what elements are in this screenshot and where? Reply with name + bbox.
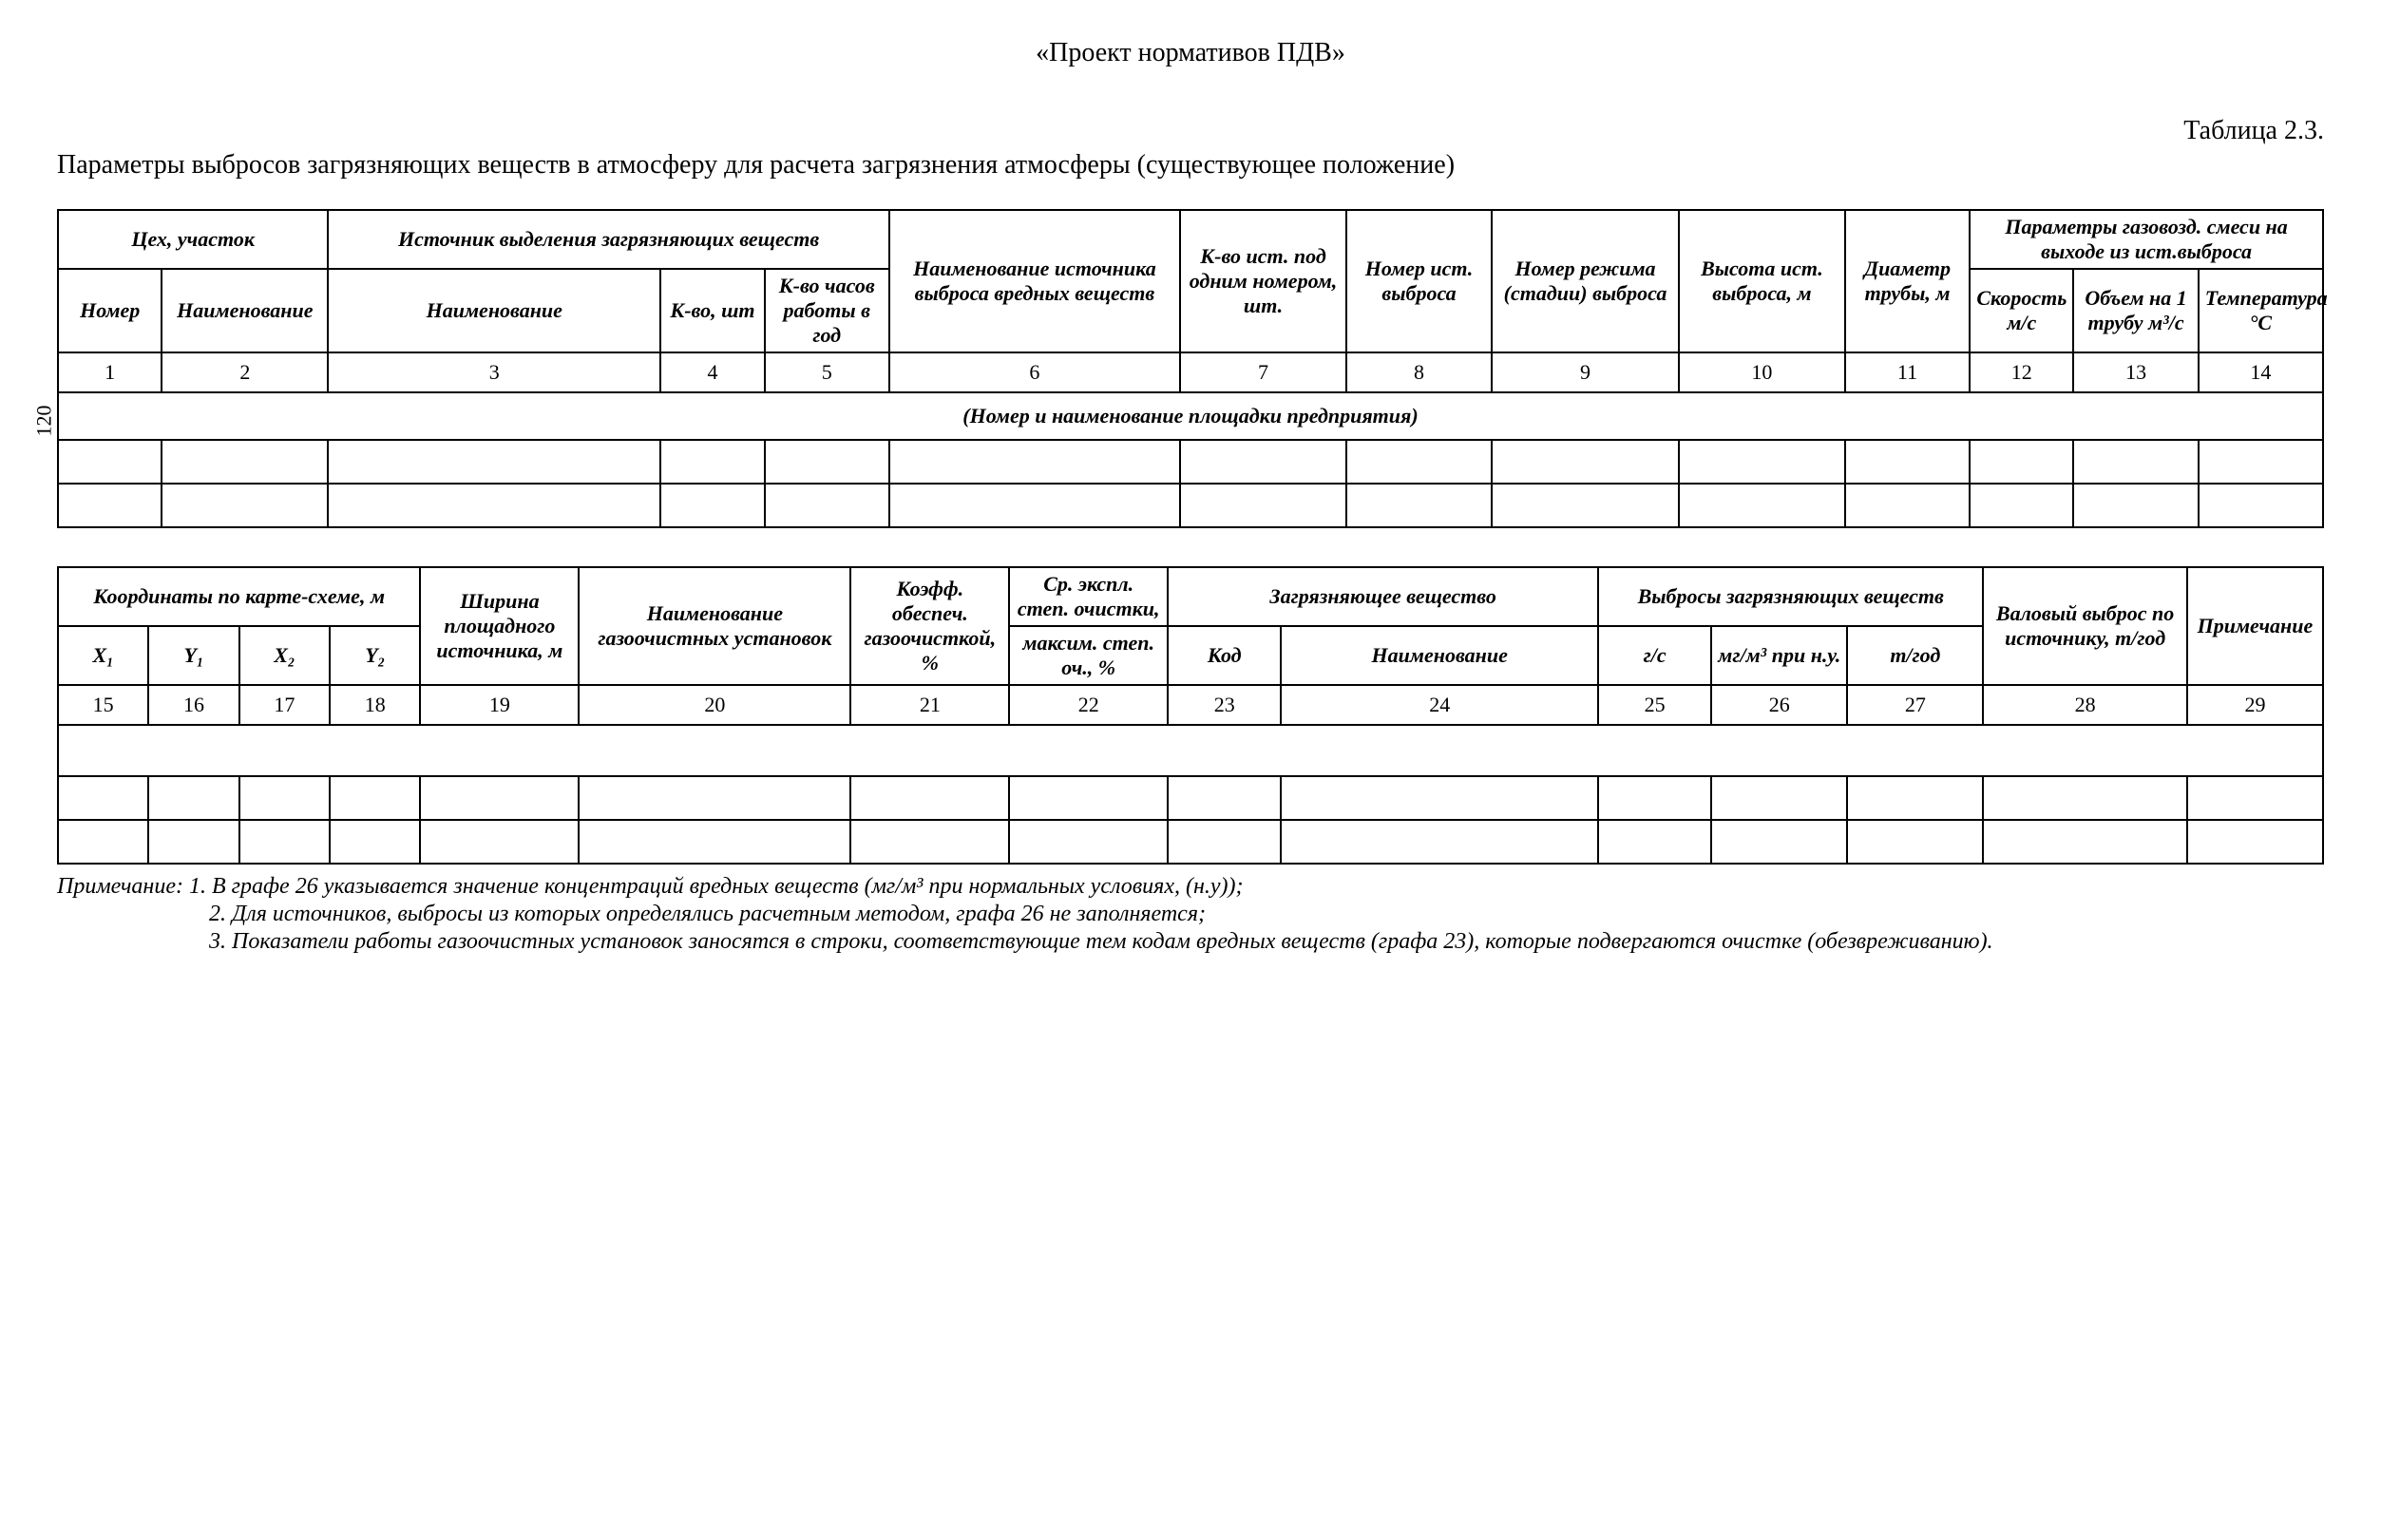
table-title: Параметры выбросов загрязняющих веществ … [57,150,2324,181]
colnum-14: 14 [2199,352,2323,392]
header-x2: X₂ [239,626,330,685]
header-speed: Скорость м/с [1970,269,2073,352]
header-number: Номер [58,269,162,352]
header-hours: К-во часов работы в год [765,269,889,352]
colnum-5: 5 [765,352,889,392]
header-mode-number: Номер режима (стадии) выброса [1492,210,1679,352]
colnum-28: 28 [1983,685,2187,725]
colnum-3: 3 [328,352,660,392]
table-row [58,820,2323,864]
colnum-23: 23 [1168,685,1281,725]
colnum-13: 13 [2073,352,2198,392]
header-source-number: Номер ист. выброса [1346,210,1492,352]
colnum-22: 22 [1009,685,1168,725]
colnum-15: 15 [58,685,148,725]
header-width: Ширина площадного источника, м [420,567,579,685]
header-emissions: Выбросы загрязняющих веществ [1598,567,1983,626]
header-temperature: Температура °С [2199,269,2323,352]
header-x1: X₁ [58,626,148,685]
colnum-21: 21 [850,685,1009,725]
table-row [58,484,2323,527]
colnum-17: 17 [239,685,330,725]
header-note: Примечание [2187,567,2323,685]
table-row [58,440,2323,484]
site-caption: (Номер и наименование площадки предприят… [58,392,2323,440]
header-name2: Наименование [328,269,660,352]
colnum-6: 6 [889,352,1180,392]
colnum-18: 18 [330,685,420,725]
colnum-29: 29 [2187,685,2323,725]
note-3: 3. Показатели работы газоочистных устано… [57,929,2324,955]
notes-prefix: Примечание: [57,874,183,899]
header-cleaning-degree-top: Ср. экспл. степ. очистки, [1009,567,1168,626]
header-coefficient: Коэфф. обеспеч. газоочисткой, % [850,567,1009,685]
colnum-10: 10 [1679,352,1845,392]
colnum-19: 19 [420,685,579,725]
header-volume: Объем на 1 трубу м³/с [2073,269,2198,352]
colnum-20: 20 [579,685,850,725]
header-cleaning-degree-bot: максим. степ. оч., % [1009,626,1168,685]
header-count-under-number: К-во ист. под одним номером, шт. [1180,210,1346,352]
document-header: «Проект нормативов ПДВ» [57,38,2324,68]
table-row [58,776,2323,820]
header-code: Код [1168,626,1281,685]
header-gs: г/с [1598,626,1711,685]
header-pollutant: Загрязняющее вещество [1168,567,1598,626]
note-2: 2. Для источников, выбросы из которых оп… [57,902,2324,927]
parameters-table-2: Координаты по карте-схеме, м Ширина площ… [57,566,2324,865]
header-emission-source: Источник выделения загрязняющих веществ [328,210,889,269]
colnum-26: 26 [1711,685,1847,725]
header-name: Наименование [162,269,328,352]
header-height: Высота ист. выброса, м [1679,210,1845,352]
colnum-8: 8 [1346,352,1492,392]
colnum-27: 27 [1847,685,1983,725]
note-1: 1. В графе 26 указывается значение конце… [189,874,1244,899]
header-y1: Y₁ [148,626,238,685]
header-tyear: т/год [1847,626,1983,685]
header-gas-params: Параметры газовозд. смеси на выходе из и… [1970,210,2323,269]
colnum-16: 16 [148,685,238,725]
colnum-9: 9 [1492,352,1679,392]
header-y2: Y₂ [330,626,420,685]
header-gross: Валовый выброс по источнику, т/год [1983,567,2187,685]
header-pollutant-name: Наименование [1281,626,1598,685]
table-row [58,725,2323,776]
colnum-25: 25 [1598,685,1711,725]
colnum-7: 7 [1180,352,1346,392]
header-source-name: Наименование источника выброса вредных в… [889,210,1180,352]
header-qty: К-во, шт [660,269,764,352]
colnum-24: 24 [1281,685,1598,725]
header-gas-cleaning: Наименование газоочистных установок [579,567,850,685]
colnum-12: 12 [1970,352,2073,392]
colnum-2: 2 [162,352,328,392]
header-diameter: Диаметр трубы, м [1845,210,1970,352]
notes-block: Примечание: 1. В графе 26 указывается зн… [57,874,2324,955]
header-mgm3: мг/м³ при н.у. [1711,626,1847,685]
header-coords: Координаты по карте-схеме, м [58,567,420,626]
page-number: 120 [32,406,57,437]
colnum-4: 4 [660,352,764,392]
header-workshop: Цех, участок [58,210,328,269]
colnum-1: 1 [58,352,162,392]
colnum-11: 11 [1845,352,1970,392]
table-number: Таблица 2.3. [57,116,2324,146]
parameters-table-1: Цех, участок Источник выделения загрязня… [57,209,2324,528]
